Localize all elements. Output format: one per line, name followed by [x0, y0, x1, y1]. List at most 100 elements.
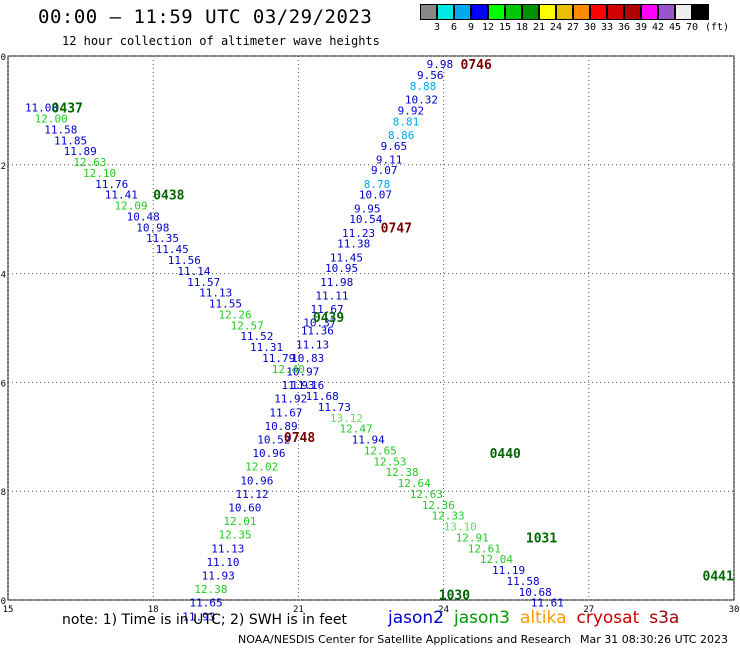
colorbar-swatch	[607, 4, 624, 20]
colorbar-label: 15	[498, 22, 512, 33]
swh-value-label: 10.07	[359, 189, 392, 202]
swh-value-label: 12.02	[245, 461, 278, 474]
swh-value-label: 11.13	[199, 287, 232, 300]
colorbar-label: 45	[668, 22, 682, 33]
swh-value-label: 12.61	[468, 542, 501, 555]
swh-value-label: 10.52	[257, 434, 290, 447]
swh-value-label: 12.04	[480, 553, 513, 566]
swh-value-label: 10.98	[136, 221, 169, 234]
swh-value-label: 11.14	[177, 265, 210, 278]
swh-value-label: 11.58	[507, 575, 540, 588]
swh-value-label: 12.53	[373, 455, 406, 468]
satellite-legend-s3a: s3a	[649, 608, 680, 628]
colorbar-swatch	[437, 4, 454, 20]
pass-time-label: 1031	[526, 531, 557, 546]
swh-value-label: 12.91	[456, 531, 489, 544]
swh-value-label: 12.63	[73, 156, 106, 169]
swh-value-label: 12.33	[432, 510, 465, 523]
footer-note: note: 1) Time is in UTC; 2) SWH is in fe…	[62, 612, 348, 628]
colorbar-swatch	[590, 4, 607, 20]
colorbar-unit: (ft)	[705, 22, 730, 33]
colorbar-swatch	[522, 4, 539, 20]
swh-value-label: 11.76	[95, 178, 128, 191]
swh-value-label: 11.23	[342, 227, 375, 240]
colorbar-label: 12	[481, 22, 495, 33]
swh-value-label: 11.31	[250, 341, 283, 354]
swh-value-label: 10.60	[228, 502, 261, 515]
colorbar-label: 42	[651, 22, 665, 33]
swh-value-label: 11.93	[202, 570, 235, 583]
latitude-tick-label: -58	[0, 488, 6, 498]
swh-value-label: 10.48	[127, 210, 160, 223]
map-frame	[7, 55, 735, 601]
colorbar-swatch	[692, 4, 709, 20]
pass-time-label: 0437	[52, 102, 83, 117]
swh-value-label: 9.56	[417, 69, 444, 82]
colorbar-label: 21	[532, 22, 546, 33]
colorbar-label: 9	[467, 22, 475, 33]
swh-value-label: 11.89	[64, 145, 97, 158]
swh-value-label: 11.67	[311, 303, 344, 316]
pass-time-label: 0438	[153, 189, 184, 204]
colorbar-swatch	[556, 4, 573, 20]
swh-value-label: 10.83	[291, 352, 324, 365]
swh-value-label: 12.38	[194, 583, 227, 596]
pass-time-label: 0747	[381, 221, 412, 236]
swh-value-label: 9.95	[354, 202, 381, 215]
colorbar-swatch	[488, 4, 505, 20]
swh-value-label: 11.68	[306, 390, 339, 403]
map-title: 00:00 – 11:59 UTC 03/29/2023	[38, 6, 373, 28]
colorbar-label: 24	[549, 22, 563, 33]
swh-value-label: 9.98	[427, 58, 454, 71]
swh-value-label: 11.93	[281, 379, 314, 392]
swh-value-label: 12.64	[398, 477, 431, 490]
swh-value-label: 11.52	[240, 330, 273, 343]
colorbar-swatch	[624, 4, 641, 20]
latitude-tick-label: -54	[0, 271, 6, 281]
pass-time-label: 0441	[703, 570, 734, 585]
swh-value-label: 8.78	[364, 178, 391, 191]
swh-value-label: 13.12	[330, 412, 363, 425]
swh-value-label: 11.16	[291, 379, 324, 392]
pass-time-label: 0440	[490, 447, 521, 462]
swh-value-label: 10.95	[325, 262, 358, 275]
satellite-legend-cryosat: cryosat	[576, 608, 640, 628]
swh-value-label: 10.97	[286, 366, 319, 379]
swh-value-label: 12.57	[231, 319, 264, 332]
timestamp-text: Mar 31 08:30:26 UTC 2023	[580, 633, 728, 646]
swh-value-label: 9.11	[376, 153, 403, 166]
satellite-legend-jason3: jason3	[454, 608, 510, 628]
colorbar-label: 36	[617, 22, 631, 33]
pass-time-label: 1030	[439, 589, 470, 604]
swh-value-label: 11.85	[54, 134, 87, 147]
swh-value-label: 12.10	[83, 167, 116, 180]
swh-value-label: 12.47	[340, 423, 373, 436]
swh-value-label: 11.98	[320, 276, 353, 289]
colorbar-swatch	[658, 4, 675, 20]
longitude-tick-label: 18	[148, 605, 159, 615]
colorbar-swatch	[539, 4, 556, 20]
swh-value-label: 11.35	[146, 232, 179, 245]
swh-value-label: 8.88	[410, 80, 437, 93]
swh-value-label: 11.79	[262, 352, 295, 365]
swh-value-label: 10.32	[405, 94, 438, 107]
colorbar-swatch	[505, 4, 522, 20]
colorbar-swatch	[573, 4, 590, 20]
swh-value-label: 10.37	[303, 317, 336, 330]
colorbar-swatch	[641, 4, 658, 20]
longitude-tick-label: 21	[293, 605, 304, 615]
colorbar-label: 30	[583, 22, 597, 33]
swh-value-label: 11.73	[318, 401, 351, 414]
swh-value-label: 11.12	[235, 488, 268, 501]
swh-value-label: 12.09	[114, 200, 147, 213]
swh-value-label: 11.19	[492, 564, 525, 577]
swh-value-label: 10.68	[519, 586, 552, 599]
colorbar-swatch	[675, 4, 692, 20]
colorbar-label: 6	[450, 22, 458, 33]
latitude-tick-label: -60	[0, 597, 6, 607]
colorbar-label: 3	[433, 22, 441, 33]
colorbar-swatch	[471, 4, 488, 20]
latitude-tick-label: -50	[0, 53, 6, 63]
swh-value-label: 11.94	[352, 434, 385, 447]
